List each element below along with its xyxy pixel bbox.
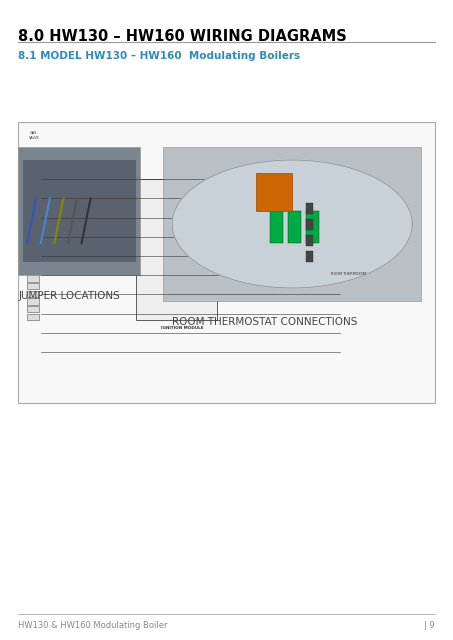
Bar (326, 205, 381, 269)
Bar (306, 235, 313, 246)
Bar (27, 268, 39, 274)
Bar (18, 147, 140, 275)
Text: IGNITION MODULE: IGNITION MODULE (161, 326, 203, 330)
Bar (27, 306, 39, 312)
Bar (27, 283, 39, 289)
Text: ROOM THERMOSTAT CONNECTIONS: ROOM THERMOSTAT CONNECTIONS (172, 317, 357, 327)
Text: JUMPER LOCATIONS: JUMPER LOCATIONS (18, 291, 120, 301)
Bar (27, 237, 39, 243)
Bar (27, 298, 39, 305)
Text: ROOM THERMOSTAT: ROOM THERMOSTAT (331, 272, 366, 276)
Bar (27, 291, 39, 297)
Text: GAS
VALVE: GAS VALVE (29, 131, 40, 140)
Bar (306, 203, 313, 214)
Text: | 9: | 9 (424, 621, 435, 630)
Text: HW130 & HW160 Modulating Boiler: HW130 & HW160 Modulating Boiler (18, 621, 168, 630)
Bar (136, 179, 217, 320)
Polygon shape (172, 160, 412, 288)
Bar (27, 275, 39, 282)
Bar (163, 147, 421, 301)
Text: 8.1 MODEL HW130 – HW160  Modulating Boilers: 8.1 MODEL HW130 – HW160 Modulating Boile… (18, 51, 300, 61)
Bar (27, 260, 39, 266)
Bar (288, 211, 301, 243)
Bar (27, 229, 39, 236)
Text: 8.0 HW130 – HW160 WIRING DIAGRAMS: 8.0 HW130 – HW160 WIRING DIAGRAMS (18, 29, 347, 44)
Bar (306, 251, 313, 262)
Bar (306, 219, 313, 230)
Bar (27, 244, 39, 251)
Bar (23, 160, 136, 262)
Bar (27, 252, 39, 259)
Bar (270, 211, 283, 243)
Polygon shape (256, 173, 292, 211)
Bar (27, 314, 39, 320)
Bar (306, 211, 319, 243)
FancyBboxPatch shape (18, 122, 435, 403)
